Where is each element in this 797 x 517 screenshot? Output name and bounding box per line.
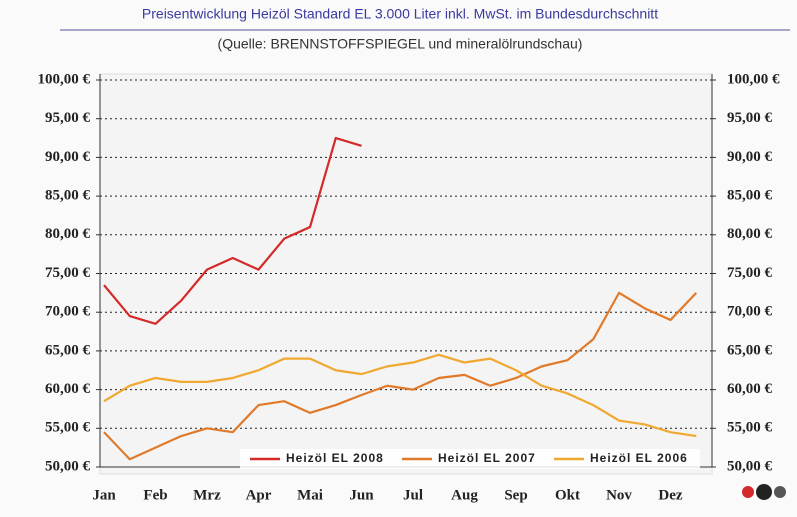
y-tick-label: 60,00 €: [45, 381, 91, 397]
logo-dot: [756, 484, 772, 500]
y-tick-label: 95,00 €: [45, 110, 91, 126]
y-tick-label: 75,00 €: [45, 265, 91, 281]
y2-tick-label: 65,00 €: [727, 342, 773, 358]
legend-label: Heizöl EL 2006: [590, 451, 688, 465]
y2-tick-label: 60,00 €: [727, 381, 773, 397]
y-tick-label: 65,00 €: [45, 342, 91, 358]
legend-label: Heizöl EL 2007: [438, 451, 536, 465]
logo-dot: [742, 486, 754, 498]
x-tick-label: Feb: [143, 487, 167, 503]
y2-tick-label: 70,00 €: [727, 304, 773, 320]
chart-title: Preisentwicklung Heizöl Standard EL 3.00…: [142, 6, 658, 22]
y-tick-label: 70,00 €: [45, 304, 91, 320]
y-tick-label: 85,00 €: [45, 188, 91, 204]
y-tick-label: 90,00 €: [45, 149, 91, 165]
y-tick-label: 50,00 €: [45, 458, 91, 474]
y2-tick-label: 75,00 €: [727, 265, 773, 281]
y2-tick-label: 50,00 €: [727, 458, 773, 474]
y-tick-label: 80,00 €: [45, 226, 91, 242]
x-tick-label: Apr: [246, 487, 272, 503]
x-tick-label: Okt: [555, 487, 580, 503]
x-tick-label: Dez: [658, 487, 682, 503]
x-tick-label: Mrz: [193, 487, 221, 503]
legend-label: Heizöl EL 2008: [286, 451, 384, 465]
y2-tick-label: 90,00 €: [727, 149, 773, 165]
x-tick-label: Jan: [92, 487, 116, 503]
x-tick-label: Sep: [504, 487, 527, 503]
x-tick-label: Jul: [403, 487, 423, 503]
chart: Preisentwicklung Heizöl Standard EL 3.00…: [0, 0, 797, 517]
y2-tick-label: 80,00 €: [727, 226, 773, 242]
y2-tick-label: 55,00 €: [727, 420, 773, 436]
y2-tick-label: 100,00 €: [727, 71, 780, 87]
x-tick-label: Mai: [297, 487, 323, 503]
y-tick-label: 55,00 €: [45, 420, 91, 436]
y2-tick-label: 85,00 €: [727, 188, 773, 204]
logo-dot: [774, 486, 786, 498]
x-tick-label: Aug: [451, 487, 478, 503]
x-tick-label: Jun: [349, 487, 374, 503]
logo: [742, 484, 786, 500]
y2-tick-label: 95,00 €: [727, 110, 773, 126]
y-tick-label: 100,00 €: [38, 71, 91, 87]
chart-subtitle: (Quelle: BRENNSTOFFSPIEGEL und mineralöl…: [218, 36, 583, 52]
x-tick-label: Nov: [606, 487, 632, 503]
